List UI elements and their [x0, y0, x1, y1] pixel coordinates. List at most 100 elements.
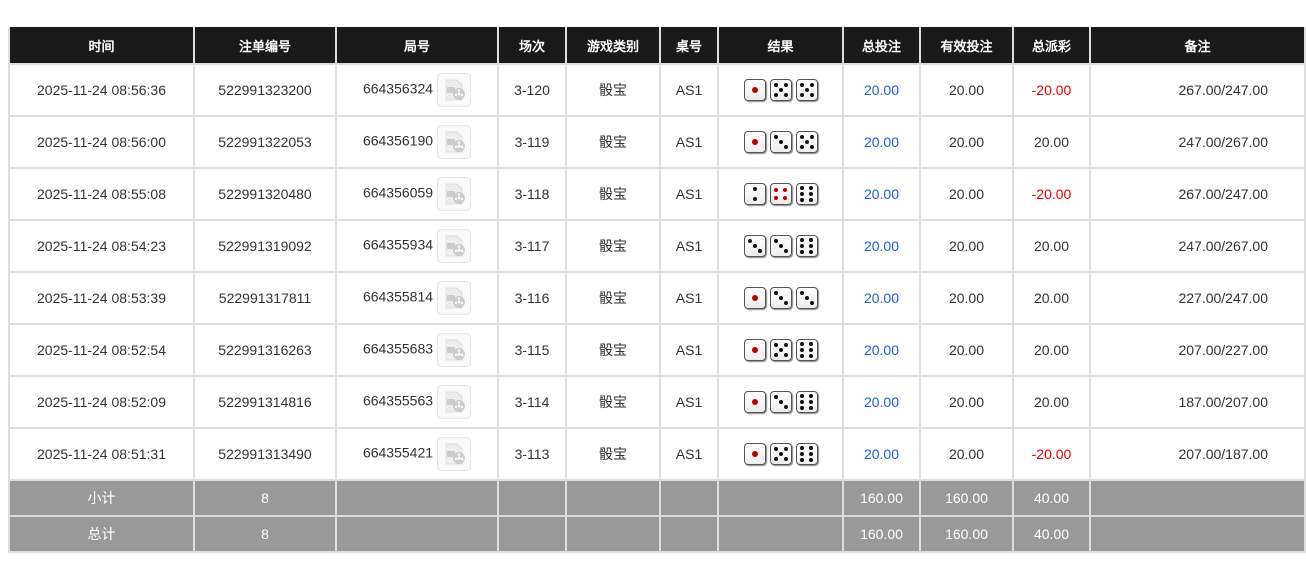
total-bet-cell: 20.00 — [842, 375, 921, 429]
bet-id-cell: 522991320480 — [193, 167, 337, 221]
time-cell-text: 2025-11-24 08:53:39 — [37, 290, 166, 306]
bet-id-cell: 522991319092 — [193, 219, 337, 273]
payout-cell: 20.00 — [1012, 219, 1091, 273]
bet-id-cell-text: 522991323200 — [218, 82, 312, 98]
video-replay-icon[interactable] — [437, 229, 472, 263]
column-header: 总派彩 — [1012, 27, 1091, 64]
column-header: 注单编号 — [193, 27, 337, 64]
column-header: 结果 — [717, 27, 844, 64]
remark-cell-text: 227.00/247.00 — [1178, 290, 1268, 306]
column-header: 有效投注 — [919, 27, 1014, 64]
bet-id-cell: 522991314816 — [193, 375, 337, 429]
valid-bet-cell: 20.00 — [919, 219, 1014, 273]
column-header: 总投注 — [842, 27, 921, 64]
valid-bet-cell-text: 20.00 — [948, 290, 985, 306]
game-type-cell: 骰宝 — [565, 219, 661, 273]
table-number-cell-text: AS1 — [675, 82, 703, 98]
table-number-cell-text: AS1 — [675, 186, 703, 202]
video-replay-icon[interactable] — [437, 437, 472, 471]
table-number-cell: AS1 — [659, 63, 719, 117]
total-payout: 40.00 — [1012, 515, 1091, 553]
valid-bet-cell-text: 20.00 — [948, 446, 985, 462]
subtotal-label-text: 小计 — [87, 490, 116, 506]
payout-cell-text: 20.00 — [1033, 134, 1070, 150]
payout-cell-text: -20.00 — [1031, 186, 1072, 202]
video-replay-icon[interactable] — [437, 125, 472, 159]
round-cell-text: 664356324 — [362, 80, 434, 97]
total-bet-cell-text: 20.00 — [863, 134, 900, 150]
total-count-text: 8 — [261, 526, 269, 542]
dice-3-icon — [769, 235, 792, 257]
dice-5-icon — [769, 443, 792, 465]
bet-id-cell-text: 522991322053 — [218, 134, 312, 150]
table-row: 2025-11-24 08:52:54 522991316263 664355683… — [8, 323, 1306, 377]
video-replay-icon[interactable] — [437, 385, 472, 419]
bet-id-cell-text: 522991320480 — [218, 186, 312, 202]
remark-cell: 247.00/267.00 — [1089, 219, 1306, 273]
total-valid-bet-text: 160.00 — [945, 526, 988, 542]
session-cell: 3-119 — [497, 115, 567, 169]
dice-5-icon — [795, 79, 818, 101]
empty-cell — [1089, 479, 1306, 517]
round-cell-text: 664355934 — [362, 236, 434, 253]
dice-1-icon — [743, 391, 766, 413]
session-cell-text: 3-116 — [514, 290, 550, 306]
total-bet-cell-text: 20.00 — [863, 82, 900, 98]
dice-5-icon — [769, 339, 792, 361]
subtotal-row: 小计 8 160.00 160.00 40.00 — [8, 479, 1306, 517]
table-number-cell-text: AS1 — [675, 342, 703, 358]
subtotal-valid-bet-text: 160.00 — [945, 490, 988, 506]
empty-cell — [565, 479, 661, 517]
round-cell-text: 664356059 — [362, 184, 434, 201]
bet-id-cell-text: 522991319092 — [218, 238, 312, 254]
video-replay-icon[interactable] — [437, 281, 472, 315]
payout-cell: -20.00 — [1012, 427, 1091, 481]
table-row: 2025-11-24 08:54:23 522991319092 664355934… — [8, 219, 1306, 273]
session-cell: 3-115 — [497, 323, 567, 377]
dice-6-icon — [795, 339, 818, 361]
table-number-cell: AS1 — [659, 115, 719, 169]
dice-4-icon — [769, 183, 792, 205]
dice-1-icon — [743, 443, 766, 465]
game-type-cell-text: 骰宝 — [599, 394, 627, 410]
table-row: 2025-11-24 08:56:36 522991323200 664356324… — [8, 63, 1306, 117]
column-header: 桌号 — [659, 27, 719, 64]
table-row: 2025-11-24 08:52:09 522991314816 664355563… — [8, 375, 1306, 429]
table-number-cell-text: AS1 — [675, 394, 703, 410]
time-cell-text: 2025-11-24 08:52:09 — [37, 394, 166, 410]
video-replay-icon[interactable] — [437, 177, 472, 211]
total-row: 总计 8 160.00 160.00 40.00 — [8, 515, 1306, 553]
valid-bet-cell: 20.00 — [919, 271, 1014, 325]
video-replay-icon[interactable] — [437, 73, 472, 107]
column-header: 局号 — [335, 27, 499, 64]
total-bet-cell: 20.00 — [842, 63, 921, 117]
payout-cell-text: -20.00 — [1031, 446, 1072, 462]
remark-cell: 247.00/267.00 — [1089, 115, 1306, 169]
subtotal-payout: 40.00 — [1012, 479, 1091, 517]
session-cell-text: 3-120 — [514, 82, 550, 98]
result-cell — [717, 115, 844, 169]
table-number-cell: AS1 — [659, 427, 719, 481]
total-bet-cell-text: 20.00 — [863, 290, 900, 306]
payout-cell: 20.00 — [1012, 375, 1091, 429]
table-row: 2025-11-24 08:53:39 522991317811 664355814… — [8, 271, 1306, 325]
empty-cell — [659, 515, 719, 553]
game-type-cell: 骰宝 — [565, 375, 661, 429]
dice-1-icon — [743, 79, 766, 101]
bet-id-cell-text: 522991317811 — [218, 290, 312, 306]
remark-cell: 187.00/207.00 — [1089, 375, 1306, 429]
game-type-cell-text: 骰宝 — [599, 342, 627, 358]
time-cell-text: 2025-11-24 08:51:31 — [37, 446, 166, 462]
payout-cell-text: 20.00 — [1033, 290, 1070, 306]
round-cell-text: 664355683 — [362, 340, 434, 357]
session-cell-text: 3-118 — [514, 186, 550, 202]
result-cell — [717, 63, 844, 117]
empty-cell — [497, 479, 567, 517]
session-cell-text: 3-113 — [514, 446, 550, 462]
session-cell-text: 3-114 — [514, 394, 550, 410]
round-cell: 664355814 — [335, 271, 499, 325]
valid-bet-cell: 20.00 — [919, 115, 1014, 169]
time-cell: 2025-11-24 08:54:23 — [8, 219, 195, 273]
video-replay-icon[interactable] — [437, 333, 472, 367]
round-cell-text: 664355563 — [362, 392, 434, 409]
